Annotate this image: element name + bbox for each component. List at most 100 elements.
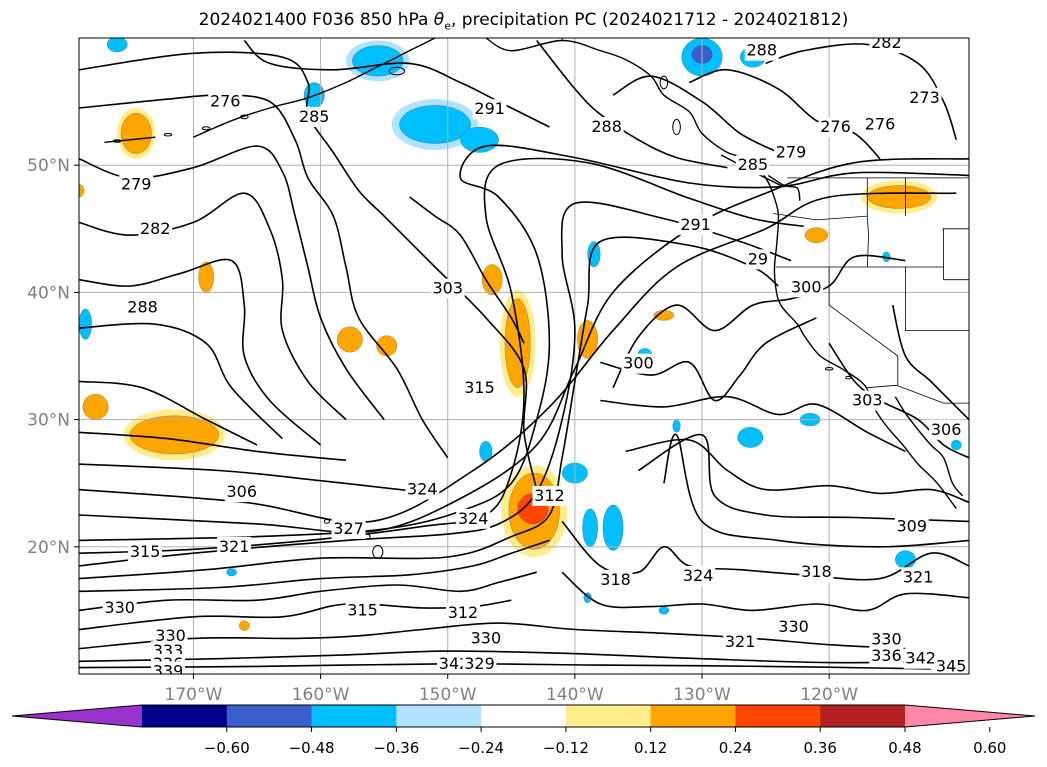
contour-label: 324 xyxy=(683,566,714,585)
theta-e-contour xyxy=(79,258,322,446)
x-tick-label: 160°W xyxy=(292,685,350,705)
coastline xyxy=(104,136,156,143)
contour-label-bg xyxy=(774,142,808,163)
theta-e-contour xyxy=(79,144,969,542)
island-outline xyxy=(163,132,173,137)
contour-label: 330 xyxy=(871,630,902,649)
contour-label: 321 xyxy=(725,632,756,651)
precip-patch xyxy=(79,308,92,340)
colorbar-segment xyxy=(565,705,652,727)
contour-label-bg xyxy=(907,87,942,108)
precip-patch xyxy=(481,264,503,296)
colorbar: −0.60 −0.48 −0.36 −0.24 −0.12 0.12 0.24 0.36 0.4… xyxy=(11,704,1036,757)
theta-e-contour xyxy=(612,254,906,389)
contour-label: 276 xyxy=(210,92,241,111)
contour-label: 330 xyxy=(104,598,135,617)
contour-label-bg xyxy=(934,656,969,674)
contour-label: 321 xyxy=(219,537,250,556)
colorbar-tick-label: −0.60 xyxy=(204,739,250,757)
contour-label: 306 xyxy=(931,420,962,439)
title-prefix: 2024021400 F036 850 hPa xyxy=(198,10,434,30)
contour-label-bg xyxy=(869,646,904,667)
theta-e-contour xyxy=(79,622,906,650)
contour-label: 279 xyxy=(121,174,152,193)
colorbar-outline xyxy=(11,704,1036,728)
precip-patch xyxy=(658,606,670,615)
theta-e-contour xyxy=(79,463,423,493)
theta-e-contour xyxy=(79,158,969,534)
chart-title: 2024021400 F036 850 hPa θe, precipitatio… xyxy=(0,10,1047,32)
contour-label: 288 xyxy=(591,117,622,136)
contour-label: 306 xyxy=(226,482,257,501)
contour-label-bg xyxy=(744,40,779,61)
contour-label: 329 xyxy=(464,654,495,673)
contour-label-bg xyxy=(102,597,137,618)
contour-label-bg xyxy=(125,297,160,318)
contour-label-bg xyxy=(138,218,173,239)
precip-patch xyxy=(950,439,962,451)
contour-label-bg xyxy=(869,38,904,54)
political-border xyxy=(866,177,870,268)
theta-e-contour xyxy=(79,571,537,612)
contour-label: 315 xyxy=(464,378,495,397)
contour-label: 336 xyxy=(871,646,902,665)
contour-label-bg xyxy=(153,625,188,646)
theta-e-contour xyxy=(79,236,779,580)
contour-label: 315 xyxy=(130,542,161,561)
contour-label: 315 xyxy=(347,600,378,619)
contour-label: 279 xyxy=(776,142,807,161)
contour-label: 318 xyxy=(600,570,631,589)
theta-e-contour xyxy=(612,75,779,154)
theta-e-contour xyxy=(79,145,385,421)
title-suffix: , precipitation PC (2024021712 - 2024021… xyxy=(450,10,849,30)
contour-label: 303 xyxy=(432,279,463,298)
contour-label-bg xyxy=(745,249,770,270)
contour-label-bg xyxy=(345,600,380,621)
island-outline xyxy=(112,139,122,143)
x-tick-label: 170°W xyxy=(165,685,223,705)
map-frame xyxy=(78,37,970,675)
contour-label-bg xyxy=(331,518,366,539)
contour-label: 342 xyxy=(905,649,936,668)
contour-label: 339 xyxy=(153,661,184,680)
contour-label-bg xyxy=(903,648,938,669)
precip-patch xyxy=(504,298,531,389)
theta-e-contour xyxy=(561,571,969,612)
theta-e-contour xyxy=(600,395,906,453)
contour-label-bg xyxy=(598,569,633,590)
y-tick-label: 50°N xyxy=(27,156,70,176)
contour-label: 282 xyxy=(140,219,171,238)
contour-label: 324 xyxy=(407,480,438,499)
colorbar-segment xyxy=(142,705,228,727)
precip-patch xyxy=(106,38,128,53)
theta-e-contour xyxy=(625,438,969,504)
contour-label-bg xyxy=(468,628,503,649)
colorbar-tick-label: −0.24 xyxy=(458,739,504,757)
colorbar-segment xyxy=(481,705,567,727)
theta-e-contour xyxy=(600,317,817,402)
precip-patch xyxy=(82,393,109,420)
contour-label: 291 xyxy=(680,215,711,234)
title-theta-symbol: θ xyxy=(433,10,445,30)
contour-label-bg xyxy=(621,353,656,374)
contour-label: 342 xyxy=(439,654,470,673)
contour-label: 309 xyxy=(897,516,928,535)
theta-e-contour xyxy=(79,539,550,593)
colorbar-segment xyxy=(650,705,736,727)
precip-patch xyxy=(120,112,152,155)
contour-label-bg xyxy=(445,602,480,623)
contour-label: 312 xyxy=(534,486,565,505)
theta-e-contour xyxy=(891,304,969,421)
x-axis-ticks: 170°W 160°W 150°W 140°W 130°W 120°W xyxy=(165,674,858,705)
colorbar-segment xyxy=(226,705,313,727)
contour-label: 285 xyxy=(738,155,769,174)
colorbar-segment xyxy=(820,705,906,727)
contour-labels-layer: 276 285 279 282 288 303 291 288 288 285 279 276 276 2… xyxy=(102,38,969,680)
contour-label-bg xyxy=(208,91,243,112)
contour-label-bg xyxy=(789,277,824,298)
contour-label: 276 xyxy=(820,117,851,136)
contour-label-bg xyxy=(456,508,491,529)
theta-e-contour xyxy=(79,201,792,567)
contour-label-bg xyxy=(850,390,885,411)
